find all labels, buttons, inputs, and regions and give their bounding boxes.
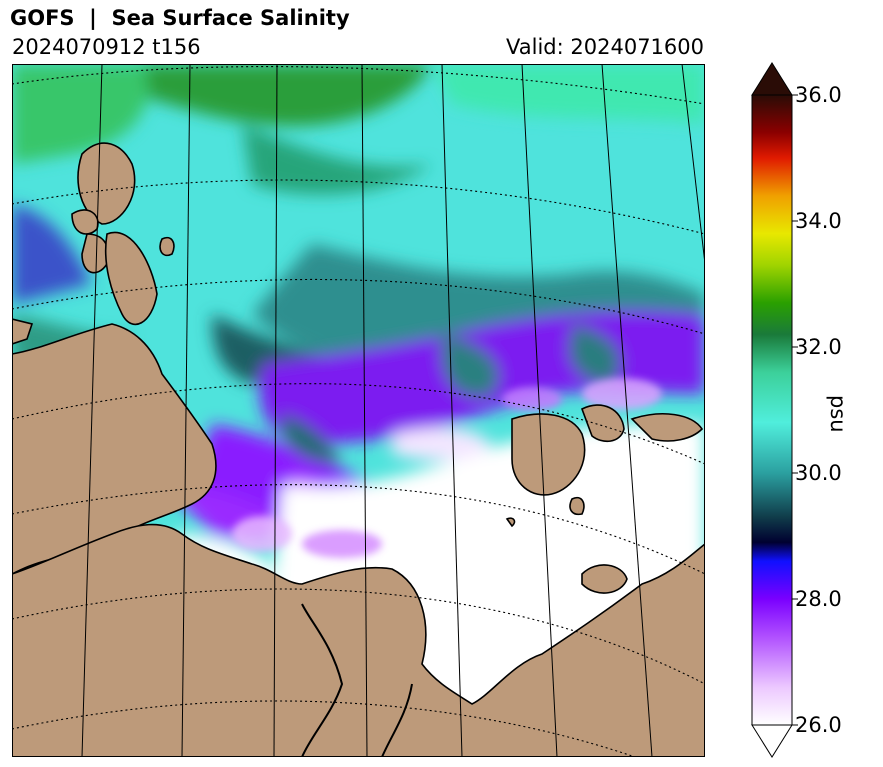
colorbar-tick-26: 26.0 [795,713,842,737]
salinity-map [12,64,705,757]
run-label: 2024070912 t156 [12,35,201,59]
map-canvas [12,64,705,757]
graticule [81,64,705,757]
valid-label: Valid: 2024071600 [506,35,704,59]
colorbar-tick-28: 28.0 [795,587,842,611]
colorbar-extend-max [751,62,793,96]
colorbar-tick-30: 30.0 [795,461,842,485]
colorbar-gradient [751,94,793,726]
map-title: GOFS | Sea Surface Salinity [10,6,350,30]
colorbar-extend-min [751,724,793,758]
map-frame [12,64,705,757]
colorbar-tick-32: 32.0 [795,335,842,359]
colorbar-tick-36: 36.0 [795,83,842,107]
land [12,142,705,757]
colorbar-tick-34: 34.0 [795,209,842,233]
colorbar [740,60,800,760]
colorbar-label: psu [826,395,850,433]
